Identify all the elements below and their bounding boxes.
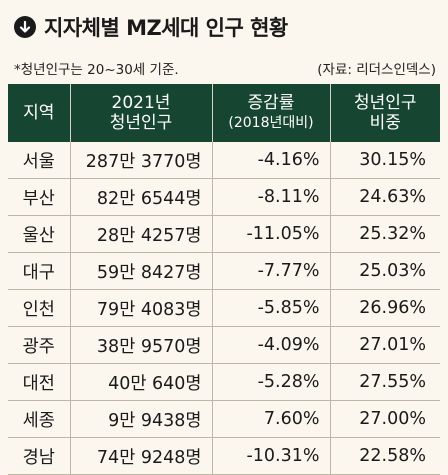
cell-youth-share: 30.15% (330, 142, 440, 179)
header-youth-share: 청년인구 비중 (330, 84, 440, 142)
table-row: 광주 38만 9570명 -4.09% 27.01% (8, 326, 440, 364)
cell-region: 인천 (8, 289, 71, 327)
subtitle-row: *청년인구는 20~30세 기준. (자료: 리더스인덱스) (14, 58, 436, 78)
cell-youth-share: 26.96% (330, 289, 440, 327)
header-region: 지역 (8, 84, 71, 142)
table-row: 대전 40만 640명 -5.28% 27.55% (8, 363, 440, 401)
cell-population: 38만 9570명 (70, 326, 213, 364)
cell-population: 59만 8427명 (70, 252, 213, 290)
cell-youth-share: 27.01% (330, 326, 440, 364)
cell-change-rate: -5.85% (212, 289, 331, 327)
footnote: *청년인구는 20~30세 기준. (14, 62, 179, 78)
cell-region: 경남 (8, 437, 71, 475)
cell-population: 82만 6544명 (70, 178, 213, 216)
cell-change-rate: 7.60% (212, 400, 331, 438)
cell-change-rate: -4.09% (212, 326, 331, 364)
cell-change-rate: -4.16% (212, 142, 331, 179)
cell-youth-share: 22.58% (330, 437, 440, 475)
cell-change-rate: -11.05% (212, 215, 331, 253)
cell-region: 대전 (8, 363, 71, 401)
cell-region: 대구 (8, 252, 71, 290)
cell-region: 울산 (8, 215, 71, 253)
cell-region: 세종 (8, 400, 71, 438)
page-title: 지자체별 MZ세대 인구 현황 (44, 16, 288, 40)
cell-population: 79만 4083명 (70, 289, 213, 327)
cell-youth-share: 25.03% (330, 252, 440, 290)
table-row: 부산 82만 6544명 -8.11% 24.63% (8, 178, 440, 216)
data-table: 지역 2021년 청년인구 증감률 (2018년대비) 청년인구 비중 서울 28… (8, 84, 440, 475)
cell-change-rate: -10.31% (212, 437, 331, 475)
down-arrow-circle-icon (14, 16, 36, 38)
source-label: (자료: 리더스인덱스) (317, 62, 436, 78)
header-change-rate: 증감률 (2018년대비) (212, 84, 331, 142)
cell-change-rate: -5.28% (212, 363, 331, 401)
table-row: 경남 74만 9248명 -10.31% 22.58% (8, 437, 440, 475)
cell-population: 28만 4257명 (70, 215, 213, 253)
title-row: 지자체별 MZ세대 인구 현황 (14, 12, 438, 42)
cell-population: 9만 9438명 (70, 400, 213, 438)
cell-population: 287만 3770명 (70, 142, 213, 179)
cell-youth-share: 27.55% (330, 363, 440, 401)
cell-region: 서울 (8, 142, 71, 179)
cell-youth-share: 27.00% (330, 400, 440, 438)
cell-youth-share: 24.63% (330, 178, 440, 216)
cell-change-rate: -8.11% (212, 178, 331, 216)
cell-change-rate: -7.77% (212, 252, 331, 290)
table-row: 인천 79만 4083명 -5.85% 26.96% (8, 289, 440, 327)
table-row: 울산 28만 4257명 -11.05% 25.32% (8, 215, 440, 253)
cell-population: 74만 9248명 (70, 437, 213, 475)
table-row: 세종 9만 9438명 7.60% 27.00% (8, 400, 440, 438)
table-row: 서울 287만 3770명 -4.16% 30.15% (8, 142, 440, 179)
cell-population: 40만 640명 (70, 363, 213, 401)
cell-region: 부산 (8, 178, 71, 216)
header-population: 2021년 청년인구 (70, 84, 213, 142)
cell-youth-share: 25.32% (330, 215, 440, 253)
table-row: 대구 59만 8427명 -7.77% 25.03% (8, 252, 440, 290)
cell-region: 광주 (8, 326, 71, 364)
table-header-row: 지역 2021년 청년인구 증감률 (2018년대비) 청년인구 비중 (8, 84, 440, 142)
